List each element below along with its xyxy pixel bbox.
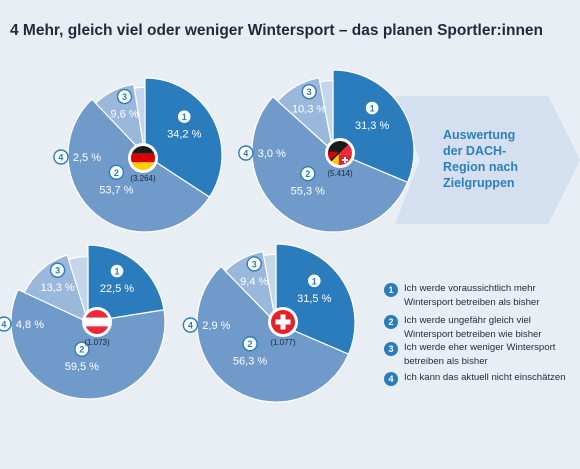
arrow-label-line: Auswertung <box>443 128 516 142</box>
sample-size: (1.077) <box>270 338 296 347</box>
slice-number: 1 <box>182 112 187 122</box>
slice-number: 4 <box>188 321 193 331</box>
sample-size: (3.264) <box>130 174 156 183</box>
slice-number: 4 <box>58 153 63 163</box>
at-flag-icon <box>85 310 109 334</box>
slice-number-badge <box>0 316 12 332</box>
slice-number-badge <box>238 145 254 161</box>
slice-number: 4 <box>1 320 6 330</box>
slice-same <box>10 288 166 400</box>
flag-stripe <box>85 310 109 318</box>
pie-de: 1 34,2 % 2 53,7 % 3 9,6 % 4 2,5 % (3.264) <box>53 77 223 233</box>
slice-number-badge <box>49 262 66 278</box>
slice-same <box>196 265 350 403</box>
legend-number: 2 <box>384 315 398 329</box>
slice-same <box>251 95 409 233</box>
slice-number-badge <box>300 165 316 182</box>
slice-value-label: 2,5 % <box>73 152 101 164</box>
slice-more <box>87 244 165 323</box>
sample-size: (1.073) <box>84 338 110 347</box>
slice-value-label: 9,4 % <box>240 276 268 288</box>
arrow-label-line: Zielgruppen <box>443 176 515 190</box>
slice-number-badge <box>116 88 133 105</box>
flag-cross <box>342 159 348 161</box>
slice-number: 1 <box>370 103 375 113</box>
slice-number: 1 <box>312 276 317 286</box>
slice-number-badge <box>176 109 192 125</box>
pie-ch: 1 31,5 % 2 56,3 % 3 9,4 % 4 2,9 % (1.077) <box>182 243 356 403</box>
legend-number: 1 <box>384 283 398 297</box>
slice-number: 4 <box>243 149 248 159</box>
slice-value-label: 59,5 % <box>65 361 99 373</box>
slice-number: 2 <box>248 339 253 349</box>
slice-value-label: 4,8 % <box>16 319 44 331</box>
slice-less <box>276 77 334 153</box>
de-flag-icon <box>131 146 155 170</box>
slice-number-badge <box>53 149 69 165</box>
legend-text: Ich werde voraussichtlich mehr Winterspo… <box>404 283 540 308</box>
flag-part-at <box>338 141 352 155</box>
legend-text: Ich werde ungefähr gleich viel Winterspo… <box>404 315 542 340</box>
flag-stripe <box>131 146 155 154</box>
slice-number: 3 <box>252 259 257 269</box>
pie-at: 1 22,5 % 2 59,5 % 3 13,3 % 4 4,8 % (1.073) <box>0 244 166 400</box>
slice-number: 2 <box>114 168 119 178</box>
legend-text: Ich werde eher weniger Wintersport betre… <box>404 342 556 367</box>
slice-value-label: 13,3 % <box>40 282 74 294</box>
flag-stripe <box>131 153 155 163</box>
slice-number: 1 <box>114 267 119 277</box>
slice-unsure <box>133 86 146 156</box>
slice-value-label: 31,5 % <box>297 293 331 305</box>
ch-flag-icon <box>271 310 295 334</box>
slice-number-badge <box>74 341 90 357</box>
slice-value-label: 31,3 % <box>355 120 389 132</box>
flag-stripe <box>85 317 109 327</box>
slice-number-badge <box>109 263 125 279</box>
slice-value-label: 10,3 % <box>292 104 326 116</box>
slice-value-label: 55,3 % <box>291 186 325 198</box>
flag-cross <box>275 319 291 325</box>
slice-less <box>94 83 146 157</box>
slice-value-label: 22,5 % <box>100 283 134 295</box>
page-title: 4 Mehr, gleich viel oder weniger Winters… <box>10 22 544 39</box>
arrow-label: Auswertung der DACH- Region nach Zielgru… <box>443 127 518 191</box>
slice-number: 2 <box>305 169 310 179</box>
slice-value-label: 56,3 % <box>233 356 267 368</box>
slice-number: 3 <box>55 266 60 276</box>
slice-number: 3 <box>307 87 312 97</box>
slice-number: 3 <box>122 92 127 102</box>
slice-number-badge <box>301 83 317 100</box>
slice-number-badge <box>306 273 322 289</box>
slice-number: 2 <box>79 345 84 355</box>
legend-number: 3 <box>384 342 398 356</box>
slice-less <box>224 250 277 325</box>
slice-value-label: 53,7 % <box>99 184 133 196</box>
slice-value-label: 2,9 % <box>202 320 230 332</box>
slice-number-badge <box>108 164 125 181</box>
slice-number-badge <box>246 256 262 272</box>
legend-text: Ich kann das aktuell nicht einschätzen <box>404 372 566 383</box>
slice-unsure <box>67 255 89 323</box>
pie-dach: 1 31,3 % 2 55,3 % 3 10,3 % 4 3,0 % (5.414) <box>238 69 415 233</box>
arrow-label-line: der DACH- <box>443 144 507 158</box>
slice-value-label: 9,6 % <box>110 109 138 121</box>
slice-number-badge <box>182 317 199 333</box>
slice-unsure <box>262 253 277 324</box>
sample-size: (5.414) <box>327 169 353 178</box>
dach-arrow <box>395 96 580 224</box>
legend-number: 4 <box>384 372 398 386</box>
slice-value-label: 3,0 % <box>258 148 286 160</box>
slice-value-label: 34,2 % <box>167 129 201 141</box>
flag-stripe <box>85 326 109 334</box>
slice-number-badge <box>364 100 380 116</box>
slice-number-badge <box>242 336 258 352</box>
flag-stripe <box>131 162 155 170</box>
arrow-label-line: Region nach <box>443 160 519 174</box>
slice-unsure <box>319 79 334 152</box>
